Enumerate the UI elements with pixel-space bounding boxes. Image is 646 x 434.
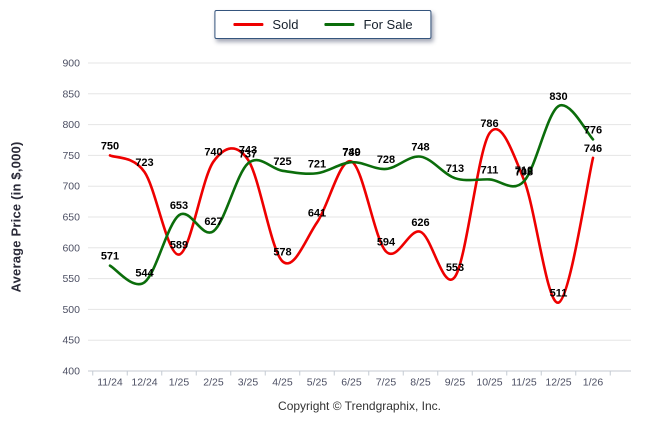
point-label-sold: 626 xyxy=(411,217,429,229)
y-tick-label: 450 xyxy=(62,335,80,347)
point-label-for-sale: 776 xyxy=(584,124,602,136)
point-label-sold: 786 xyxy=(480,118,498,130)
x-tick-label: 9/25 xyxy=(445,377,466,389)
x-tick-label: 10/25 xyxy=(476,377,502,389)
point-label-for-sale: 713 xyxy=(446,163,464,175)
point-label-sold: 723 xyxy=(135,157,153,169)
copyright-text: Copyright © Trendgraphix, Inc. xyxy=(278,399,441,413)
point-label-for-sale: 748 xyxy=(411,142,429,154)
legend-label-for-sale: For Sale xyxy=(363,17,413,32)
y-tick-label: 700 xyxy=(62,181,80,193)
y-tick-label: 500 xyxy=(62,304,80,316)
sold-line-swatch-icon xyxy=(233,23,264,26)
y-tick-label: 900 xyxy=(62,58,80,70)
point-label-sold: 553 xyxy=(446,262,464,274)
point-label-for-sale: 830 xyxy=(549,91,567,103)
chart-legend: Sold For Sale xyxy=(214,10,432,39)
point-label-for-sale: 571 xyxy=(101,251,119,263)
point-label-sold: 641 xyxy=(308,208,326,220)
x-tick-label: 1/26 xyxy=(583,377,604,389)
x-tick-label: 7/25 xyxy=(376,377,397,389)
point-label-for-sale: 653 xyxy=(170,200,188,212)
x-tick-label: 6/25 xyxy=(341,377,362,389)
x-tick-label: 5/25 xyxy=(307,377,328,389)
point-label-for-sale: 725 xyxy=(273,156,291,168)
point-label-for-sale: 627 xyxy=(204,216,222,228)
x-tick-label: 3/25 xyxy=(238,377,259,389)
point-label-sold: 594 xyxy=(377,236,396,248)
point-label-sold: 710 xyxy=(515,165,533,177)
point-label-for-sale: 721 xyxy=(308,158,326,170)
y-axis-title: Average Price (in $,000) xyxy=(8,141,24,293)
point-label-for-sale: 711 xyxy=(481,164,499,176)
point-label-for-sale: 544 xyxy=(135,267,154,279)
y-tick-label: 650 xyxy=(62,212,80,224)
y-tick-label: 550 xyxy=(62,273,80,285)
x-tick-label: 4/25 xyxy=(272,377,293,389)
x-tick-label: 11/25 xyxy=(511,377,537,389)
point-label-sold: 743 xyxy=(239,145,257,157)
legend-label-sold: Sold xyxy=(272,17,299,32)
point-label-sold: 740 xyxy=(342,147,360,159)
point-label-for-sale: 708 xyxy=(515,166,533,178)
point-label-sold: 746 xyxy=(584,143,602,155)
y-tick-label: 400 xyxy=(62,366,80,378)
x-tick-label: 1/25 xyxy=(169,377,190,389)
point-label-for-sale: 739 xyxy=(342,147,360,159)
point-label-for-sale: 737 xyxy=(239,148,257,160)
y-tick-label: 600 xyxy=(62,242,80,254)
x-tick-label: 2/25 xyxy=(203,377,224,389)
point-label-sold: 750 xyxy=(101,140,119,152)
y-tick-label: 850 xyxy=(62,88,80,100)
y-tick-label: 800 xyxy=(62,119,80,131)
for-sale-line-swatch-icon xyxy=(324,23,355,26)
point-label-for-sale: 728 xyxy=(377,154,395,166)
x-tick-label: 8/25 xyxy=(410,377,431,389)
legend-item-sold: Sold xyxy=(233,17,298,32)
x-tick-label: 12/25 xyxy=(545,377,571,389)
point-label-sold: 589 xyxy=(170,240,188,252)
x-tick-label: 12/24 xyxy=(131,377,157,389)
point-label-sold: 740 xyxy=(204,147,222,159)
legend-item-for-sale: For Sale xyxy=(324,17,413,32)
point-label-sold: 511 xyxy=(550,288,568,300)
x-tick-label: 11/24 xyxy=(97,377,123,389)
point-label-sold: 578 xyxy=(273,246,291,258)
y-tick-label: 750 xyxy=(62,150,80,162)
series-line-for-sale xyxy=(108,104,595,286)
